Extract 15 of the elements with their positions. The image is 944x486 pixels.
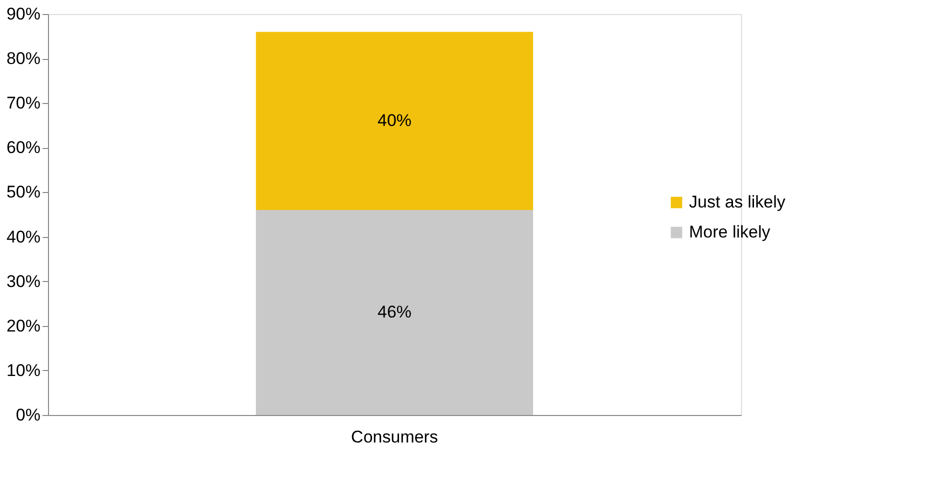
y-tick-label: 10% — [6, 360, 40, 380]
y-tick-label: 20% — [6, 316, 40, 336]
y-tick-label: 30% — [6, 272, 40, 291]
y-tick-label: 40% — [6, 227, 40, 246]
data-label: 46% — [377, 302, 412, 322]
y-tick-label: 60% — [6, 138, 40, 158]
y-tick-label: 80% — [6, 49, 40, 68]
data-label: 40% — [377, 110, 412, 130]
y-tick-label: 70% — [6, 94, 40, 113]
legend-label: Just as likely — [689, 192, 786, 212]
legend-label: More likely — [689, 222, 771, 242]
y-tick-label: 0% — [16, 406, 40, 424]
x-tick-label: Consumers — [351, 428, 438, 446]
y-tick-label: 90% — [6, 4, 40, 24]
y-tick-label: 50% — [6, 182, 40, 202]
